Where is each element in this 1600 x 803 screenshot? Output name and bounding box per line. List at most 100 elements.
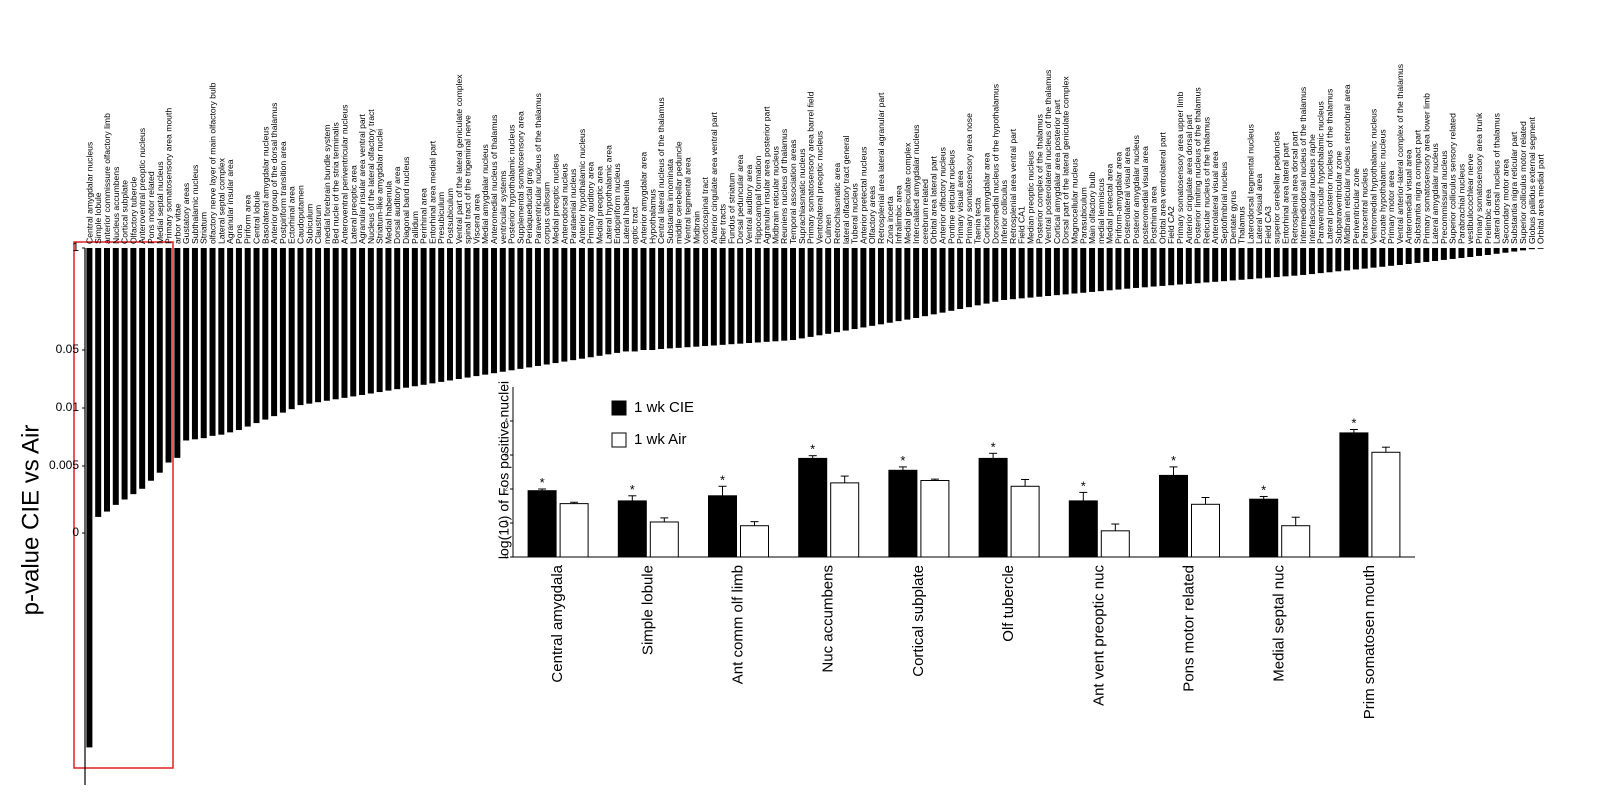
x-tick-label: Paraventricular hypothalamic nucleus (1316, 101, 1326, 244)
bar (851, 248, 858, 330)
x-tick-label: Primary somatosensory area trunk (1474, 112, 1484, 244)
bar (95, 248, 102, 517)
bar (543, 248, 550, 365)
bar (559, 503, 589, 558)
x-tick-label: Lateral septal complex (216, 157, 226, 244)
y-tick-label: 0 (505, 555, 509, 561)
significance-mark: * (1171, 453, 1176, 468)
bar (447, 248, 453, 381)
x-tick-label: Lateral visual area (1254, 174, 1264, 244)
x-tick-label: Medial septal nuc (1271, 565, 1288, 682)
bar (930, 248, 937, 315)
bar (1352, 248, 1359, 270)
legend-swatch (611, 400, 627, 416)
bar (411, 248, 418, 387)
x-tick-label: Subiculum (304, 204, 314, 244)
x-tick-label: Globus pallidus external segment (1527, 116, 1537, 244)
bar (666, 248, 673, 349)
bar (1282, 248, 1289, 277)
x-tick-label: Pons (234, 224, 244, 244)
x-tick-label: Anterior cingulate area ventral part (709, 112, 719, 244)
bar (649, 248, 656, 350)
bar (888, 469, 918, 558)
x-tick-label: Main olfactory bulb (1087, 172, 1097, 244)
x-tick-label: Visceral area (471, 194, 481, 244)
x-tick-label: Dentate gyrus (1228, 190, 1238, 244)
x-tick-label: Intercalated amygdalar nucleus (911, 125, 921, 244)
x-tick-label: Piriform-amygdalar area (1113, 152, 1123, 244)
bar (886, 248, 893, 323)
bar (1291, 248, 1298, 276)
bar (1458, 248, 1465, 258)
bar (798, 248, 805, 339)
bar (978, 457, 1008, 558)
significance-mark: * (1351, 416, 1356, 431)
bar (174, 248, 181, 458)
bar (728, 248, 735, 345)
bar (596, 248, 603, 356)
x-tick-label: Pons motor related (1180, 565, 1197, 692)
bar (288, 248, 295, 410)
bar (1281, 525, 1311, 558)
x-tick-label: Interfascicular nucleus raphe (1307, 134, 1317, 244)
x-tick-label: Posterior complex of the thalamus (1034, 114, 1044, 244)
bar (1476, 248, 1483, 256)
bar (1097, 248, 1104, 292)
bar (1317, 248, 1324, 274)
bar (1009, 248, 1016, 300)
bar (675, 248, 682, 348)
x-tick-label: Orbital area medial part (1536, 154, 1546, 244)
bar (253, 248, 260, 424)
bar (1371, 451, 1401, 558)
bar (617, 500, 647, 558)
x-tick-label: Ventral posterolateral nucleus of the th… (1043, 70, 1053, 244)
bar (1520, 248, 1527, 251)
bar (1100, 530, 1130, 558)
x-tick-label: Thalamus (1237, 206, 1247, 244)
main-y-label: p-value CIE vs Air (17, 425, 44, 616)
bar (1256, 248, 1263, 279)
x-tick-label: Simple lobule (639, 565, 656, 655)
bar (1141, 248, 1148, 288)
y-tick-label: 1 (72, 240, 79, 254)
x-tick-label: Magnocellular nucleus (1069, 158, 1079, 244)
bar (640, 248, 647, 350)
bar (1249, 498, 1279, 558)
x-tick-label: Gustatory areas (181, 183, 191, 244)
bar (1300, 248, 1307, 275)
bar (191, 248, 198, 440)
bar (1177, 248, 1183, 285)
x-tick-label: Basolateral amygdalar nucleus (260, 126, 270, 244)
x-tick-label: Pons motor related (146, 171, 156, 244)
bar (842, 248, 849, 331)
x-tick-label: Intermediodorsal nucleus of the thalamus (1298, 87, 1308, 244)
x-tick-label: Perirhinal area (419, 188, 429, 244)
significance-mark: * (810, 442, 815, 457)
y-tick-label: 0.01 (56, 400, 80, 414)
bar (740, 525, 769, 558)
bar (332, 248, 339, 400)
bar (1194, 248, 1201, 284)
x-tick-label: Medial preoptic nucleus (551, 154, 561, 244)
bar (1247, 248, 1254, 280)
significance-mark: * (900, 453, 905, 468)
x-tick-label: Primary motor area (1386, 170, 1396, 244)
x-tick-label: Primary somatosensory area lower limb (1421, 93, 1431, 244)
bar (165, 248, 172, 463)
bar (1150, 248, 1157, 287)
x-tick-label: Piriform area (243, 195, 253, 244)
x-tick-label: lateral olfactory tract general (841, 135, 851, 244)
x-tick-label: Subthalamic nucleus (190, 165, 200, 244)
bar (490, 248, 497, 374)
bar (1159, 474, 1188, 558)
bar (921, 248, 928, 317)
bar (1388, 248, 1395, 266)
bar (1115, 248, 1122, 290)
bar (279, 248, 286, 413)
bar (103, 248, 110, 512)
bar (1449, 248, 1456, 259)
x-tick-label: Olf tubercle (1000, 565, 1017, 642)
x-tick-label: Anterior hypothalamic nucleus (577, 129, 587, 244)
x-tick-label: Anterior olfactory nucleus (938, 147, 948, 244)
bar (1511, 248, 1518, 252)
